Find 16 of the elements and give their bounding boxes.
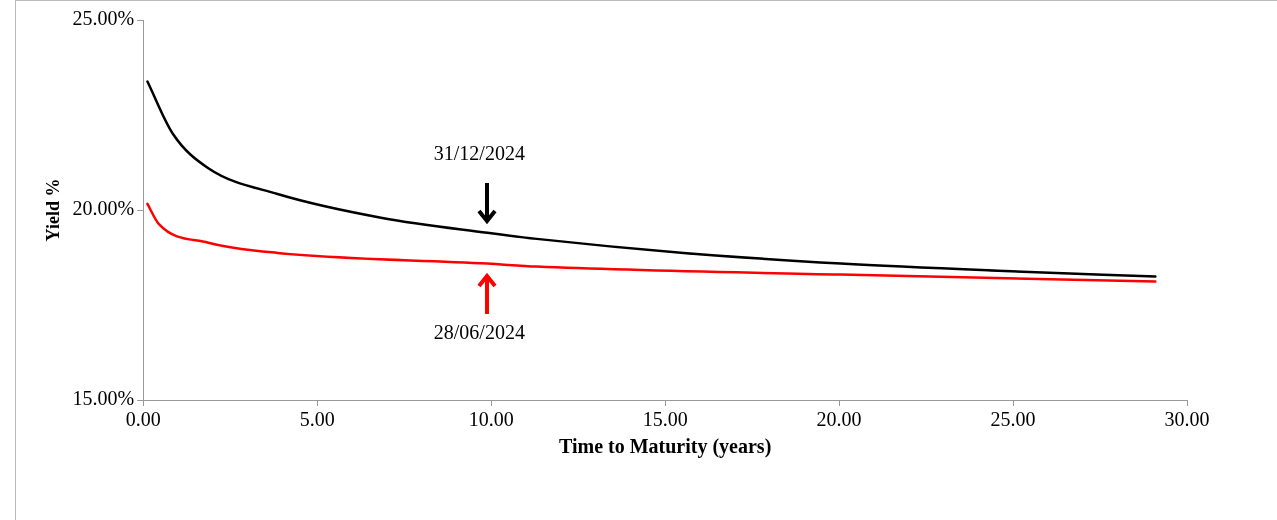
annotation: 31/12/2024 (433, 142, 525, 165)
x-axis-title: Time to Maturity (years) (558, 435, 772, 459)
x-tick-label: 30.00 (1164, 408, 1210, 431)
y-tick-label: 20.00% (72, 197, 135, 220)
x-tick-label: 5.00 (299, 408, 335, 431)
x-tick-label: 10.00 (468, 408, 514, 431)
annotation: 28/06/2024 (433, 320, 525, 343)
x-tick-label: 25.00 (990, 408, 1036, 431)
x-tick-label: 15.00 (642, 408, 688, 431)
line-series (146, 80, 1157, 278)
y-tick-label: 25.00% (72, 7, 135, 30)
x-tick-label: 20.00 (816, 408, 862, 431)
x-tick-label: 0.00 (125, 408, 161, 431)
line-series (146, 202, 1157, 283)
y-tick-label: 15.00% (72, 387, 135, 410)
y-axis-title: Yield % (43, 178, 64, 242)
